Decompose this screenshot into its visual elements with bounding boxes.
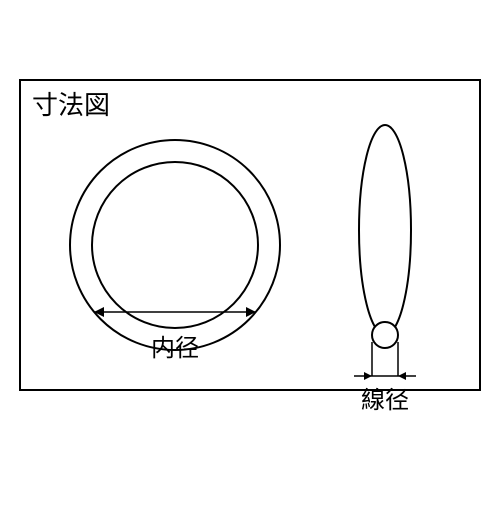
side-view-cross-section — [372, 322, 398, 348]
diagram-svg: 寸法図 内径線径 — [0, 0, 500, 500]
diagram-container: 寸法図 内径線径 — [0, 0, 500, 500]
wire-diameter-label: 線径 — [361, 387, 409, 414]
inner-diameter-label: 内径 — [151, 335, 199, 362]
diagram-title: 寸法図 — [32, 90, 110, 120]
